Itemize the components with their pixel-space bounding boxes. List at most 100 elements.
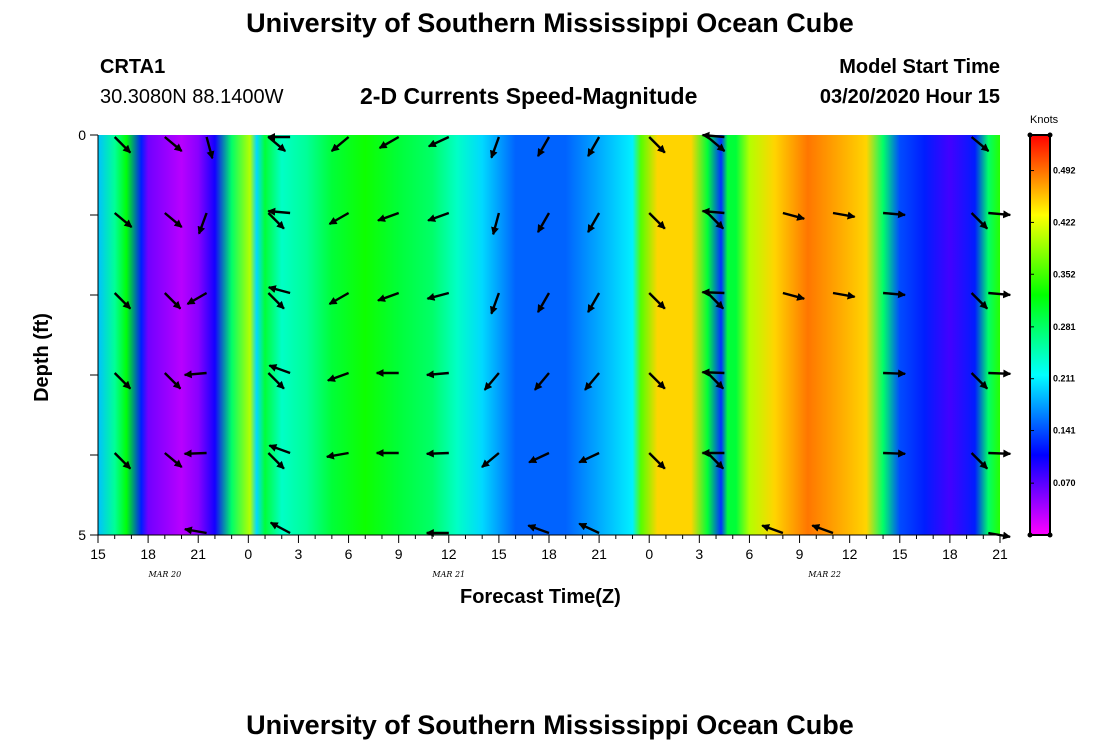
x-tick-label: 18 [541,546,557,562]
colorbar-corner [1047,532,1053,538]
current-vector-arrow [490,292,501,315]
x-day-label: MAR 22 [807,570,841,579]
current-vector-arrow [882,290,906,299]
y-tick-label: 0 [78,127,86,143]
current-vector-arrow [164,452,183,469]
current-vectors [113,131,1012,540]
model-start-value: 03/20/2020 Hour 15 [819,86,1000,108]
current-vector-arrow [706,452,725,470]
y-tick-label: 5 [78,527,86,543]
x-tick-label: 0 [645,546,653,562]
current-vector-arrow [988,290,1012,299]
current-vector-arrow [988,210,1012,219]
current-vector-arrow [706,212,725,230]
current-vector-arrow [113,372,132,390]
current-vector-arrow [648,136,666,154]
current-vector-arrow [490,136,501,159]
current-vector-arrow [425,449,449,458]
current-vector-arrow [164,212,183,229]
current-vector-arrow [533,372,550,391]
current-vector-arrow [267,207,291,216]
current-vector-arrow [811,524,834,535]
current-vector-arrow [883,369,907,378]
x-tick-label: 9 [796,546,804,562]
current-vector-arrow [205,136,215,160]
colorbar-tick-label: 0.211 [1053,374,1075,384]
current-vector-arrow [113,292,132,310]
colorbar-title: Knots [1030,114,1059,126]
current-vector-arrow [701,207,725,216]
current-vector-arrow [268,364,291,375]
current-vector-arrow [970,136,990,153]
current-vector-arrow [706,136,726,153]
current-vector-arrow [427,135,450,148]
current-vector-arrow [648,292,666,310]
current-vector-arrow [377,291,400,302]
x-tick-label: 21 [591,546,607,562]
current-vector-arrow [587,212,601,233]
current-vector-arrow [328,211,350,226]
current-vector-arrow [267,292,285,310]
current-vector-arrow [832,211,856,220]
current-vector-arrow [426,291,450,301]
current-vector-arrow [882,210,906,219]
speed-colorbar: 0.492 0.422 0.352 0.281 0.211 0.141 0.070 [1027,132,1076,538]
current-vector-arrow [587,136,601,157]
main-title: University of Southern Mississippi Ocean… [246,8,854,38]
x-axis-title: Forecast Time(Z) [460,586,621,608]
x-tick-label: 15 [90,546,106,562]
current-vector-arrow [648,452,666,470]
x-day-label: MAR 21 [431,570,465,579]
current-vector-arrow [528,451,550,464]
colorbar-tick-label: 0.141 [1053,426,1076,436]
current-vector-arrow [113,212,133,229]
current-vector-arrow [186,291,208,306]
current-vector-arrow [163,292,182,310]
current-vector-arrow [326,371,350,382]
footer-title: University of Southern Mississippi Ocean… [246,710,854,740]
station-coordinates: 30.3080N 88.1400W [100,86,284,108]
current-vector-arrow [527,524,550,535]
current-vector-arrow [330,136,350,153]
x-tick-label: 3 [295,546,303,562]
current-vector-arrow [481,452,500,469]
colorbar-tick-label: 0.070 [1053,478,1076,488]
heatmap-band [98,135,1000,535]
x-tick-label: 15 [491,546,507,562]
current-vector-arrow [706,292,725,310]
current-vector-arrow [701,131,725,140]
current-vector-arrow [648,372,666,390]
x-tick-label: 15 [892,546,908,562]
current-vector-arrow [578,522,600,535]
station-name: CRTA1 [100,56,166,78]
y-axis-title: Depth (ft) [30,313,53,402]
colorbar-corner [1047,132,1053,138]
current-vector-arrow [970,292,989,310]
current-vector-arrow [377,211,400,222]
current-vector-arrow [782,211,806,221]
current-vector-arrow [267,372,285,390]
current-vector-arrow [761,524,784,535]
x-tick-label: 6 [345,546,353,562]
current-vector-arrow [988,369,1012,378]
current-vector-arrow [183,370,207,379]
current-vector-arrow [587,292,601,313]
x-tick-label: 18 [140,546,156,562]
colorbar-rect [1029,134,1051,536]
current-vector-arrow [267,285,291,295]
current-vector-arrow [536,136,551,157]
x-tick-label: 3 [695,546,703,562]
current-vector-arrow [706,372,725,390]
current-vector-arrow [269,521,291,535]
current-vector-arrow [268,444,291,455]
current-vector-arrow [183,449,207,458]
current-vector-arrow [163,372,182,390]
current-vector-arrow [970,372,989,390]
current-vector-arrow [325,451,349,460]
current-vector-arrow [164,136,183,153]
current-vector-arrow [113,452,132,470]
current-vector-arrow [267,452,285,470]
model-start-label: Model Start Time [839,56,1000,78]
colorbar-tick-label: 0.352 [1053,269,1076,279]
